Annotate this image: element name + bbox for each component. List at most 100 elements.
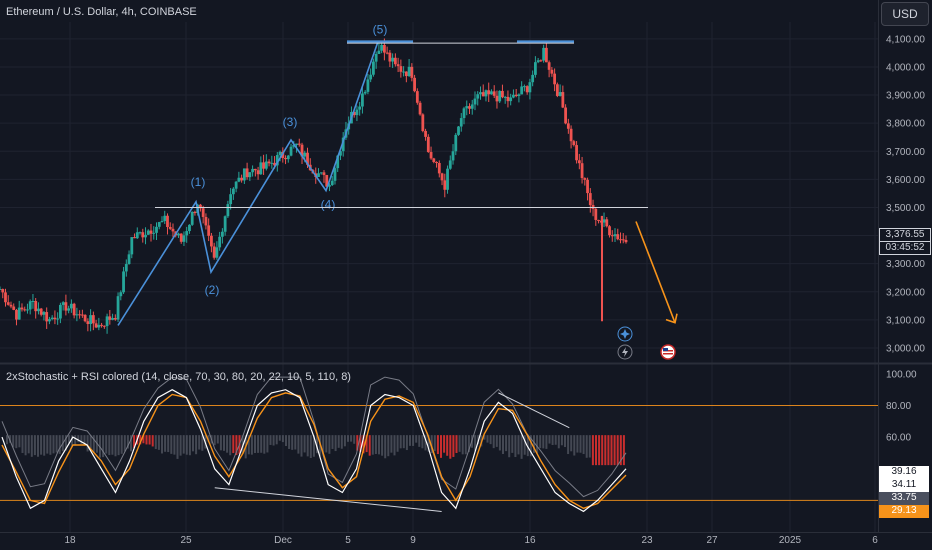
currency-button[interactable]: USD: [881, 2, 929, 26]
candle-body: [514, 94, 518, 96]
candle-body: [328, 185, 331, 187]
histogram-bar: [201, 435, 204, 451]
candle-body: [459, 118, 463, 127]
elliott-wave-line: [117, 41, 379, 326]
candle-body: [193, 211, 197, 214]
candle-body: [168, 226, 172, 229]
histogram-bar: [133, 435, 136, 448]
histogram-bar: [86, 435, 89, 452]
candle-body: [53, 317, 57, 320]
histogram-bar: [573, 435, 576, 456]
candle-body: [465, 106, 469, 109]
candle-body: [20, 307, 24, 310]
candle-body: [374, 53, 378, 62]
histogram-bar: [334, 435, 337, 452]
candle-body: [171, 228, 175, 232]
candle-body: [462, 108, 466, 119]
indicator-axis-tick-label: 80.00: [886, 401, 911, 412]
candle-body: [17, 307, 21, 320]
candle-body: [242, 168, 246, 181]
histogram-bar: [523, 435, 526, 455]
candle-body: [322, 172, 326, 176]
time-axis-tick-label: Dec: [274, 535, 292, 546]
histogram-bar: [498, 435, 501, 451]
candle-body: [237, 177, 241, 182]
histogram-bar: [40, 435, 43, 455]
candle-body: [270, 162, 274, 164]
price-axis-tick-label: 3,600.00: [886, 175, 925, 186]
indicator-rsi-line: [1, 376, 627, 498]
histogram-bar: [300, 435, 303, 457]
projection-arrow-shaft: [635, 221, 676, 323]
wave-label: (3): [283, 115, 298, 129]
candle-body: [580, 163, 584, 179]
candle-body: [358, 106, 362, 110]
price-axis-tick-label: 4,100.00: [886, 34, 925, 45]
candle-body: [23, 309, 27, 311]
chart-title: Ethereum / U.S. Dollar, 4h, COINBASE: [6, 6, 197, 18]
histogram-bar: [235, 435, 238, 456]
histogram-bar: [455, 435, 458, 453]
candle-body: [39, 308, 43, 315]
histogram-bar: [365, 435, 368, 453]
histogram-bar: [622, 435, 625, 466]
indicator-axis-tick-label: 60.00: [886, 433, 911, 444]
candle-body: [37, 308, 40, 312]
candle-body: [363, 91, 367, 94]
candle-body: [352, 111, 356, 116]
candle-body: [4, 292, 7, 303]
candle-body: [91, 315, 95, 324]
candle-body: [48, 319, 51, 322]
candle-body: [220, 231, 224, 237]
histogram-bar: [126, 435, 129, 449]
candle-body: [229, 194, 233, 205]
candle-body: [218, 236, 222, 248]
candle-body: [619, 239, 622, 241]
histogram-bar: [427, 435, 430, 452]
candle-body: [234, 181, 238, 189]
candle-body: [108, 316, 112, 320]
candle-body: [608, 226, 611, 236]
candle-body: [566, 123, 570, 129]
candle-body: [157, 222, 161, 227]
histogram-bar: [356, 435, 359, 451]
price-axis-tick-label: 4,000.00: [886, 62, 925, 73]
histogram-bar: [12, 435, 15, 448]
histogram-bar: [461, 435, 464, 455]
histogram-bar: [517, 435, 520, 455]
histogram-bar: [418, 435, 421, 447]
candle-body: [275, 155, 279, 166]
histogram-bar: [607, 435, 610, 466]
candle-body: [135, 232, 139, 239]
candle-body: [292, 145, 296, 147]
indicator-tag-2: 34.11: [879, 479, 929, 492]
histogram-bar: [619, 435, 622, 466]
candle-body: [448, 160, 452, 169]
candle-body: [454, 134, 458, 152]
histogram-bar: [585, 435, 588, 458]
time-axis-tick-label: 9: [410, 535, 416, 546]
histogram-bar: [508, 435, 511, 458]
indicator-tag-1: 39.16: [879, 466, 929, 479]
candle-body: [407, 66, 411, 77]
candle-body: [495, 95, 499, 102]
candle-body: [380, 44, 384, 51]
histogram-bar: [396, 435, 399, 452]
candle-body: [75, 314, 79, 316]
histogram-bar: [223, 435, 225, 451]
histogram-bar: [226, 435, 229, 453]
histogram-bar: [489, 435, 492, 445]
histogram-bar: [55, 435, 58, 453]
histogram-bar: [412, 435, 415, 446]
histogram-bar: [433, 435, 436, 452]
histogram-bar: [9, 435, 12, 443]
histogram-bar: [260, 435, 263, 453]
histogram-bar: [402, 435, 405, 449]
time-axis-tick-label: 6: [872, 535, 878, 546]
candle-body: [572, 141, 576, 146]
candle-body: [330, 180, 334, 186]
candle-body: [300, 144, 304, 157]
candle-body: [361, 93, 364, 107]
histogram-bar: [322, 435, 325, 453]
